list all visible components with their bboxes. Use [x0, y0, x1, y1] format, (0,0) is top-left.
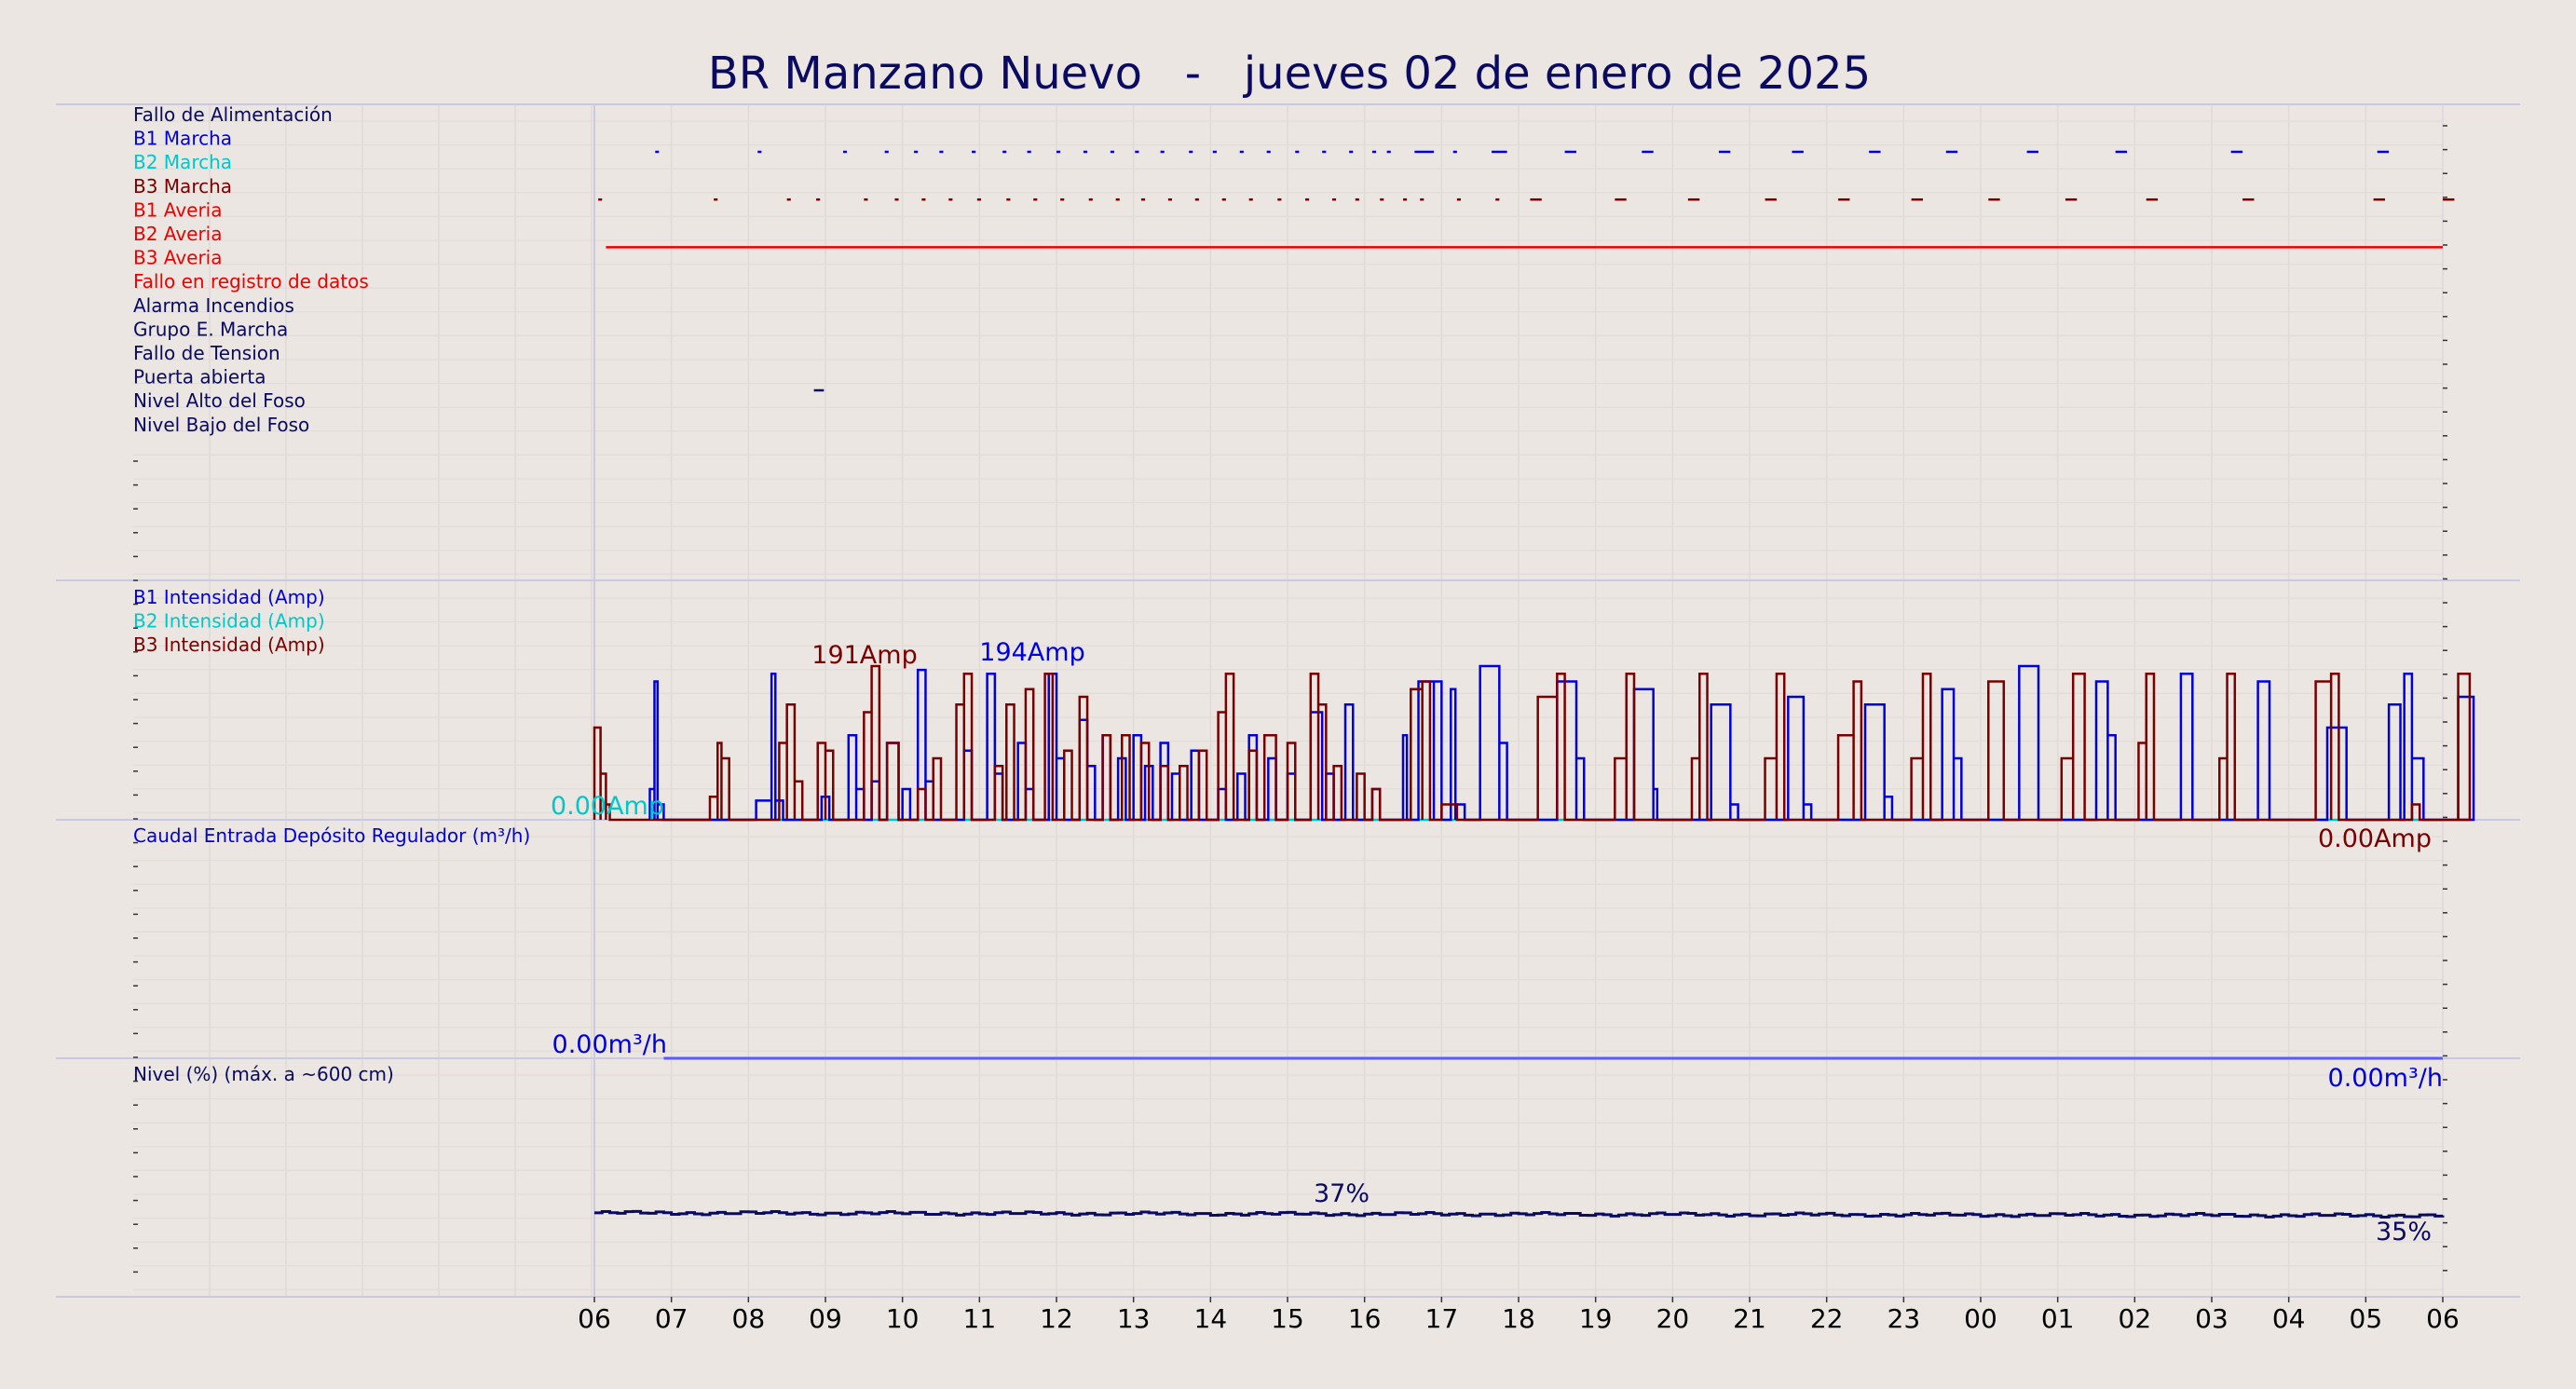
level-series-label: Nivel (%) (máx. a ~600 cm) — [133, 1063, 394, 1085]
b2-start-annotation: 0.00Amp — [551, 792, 664, 821]
signal-label: B2 Averia — [133, 223, 223, 245]
x-tick-label: 16 — [1348, 1303, 1382, 1334]
current-series-line — [593, 664, 2472, 822]
x-tick-label: 13 — [1117, 1303, 1151, 1334]
x-tick-label: 07 — [655, 1303, 688, 1334]
x-tick-label: 04 — [2272, 1303, 2306, 1334]
signal-label: Fallo en registro de datos — [133, 270, 369, 293]
current-series-label: B1 Intensidad (Amp) — [133, 586, 325, 608]
x-tick-label: 09 — [809, 1303, 842, 1334]
level-max-annotation: 37% — [1314, 1179, 1370, 1208]
signal-label: B3 Averia — [133, 247, 223, 269]
signal-label: Puerta abierta — [133, 366, 266, 388]
b1-max-annotation: 194Amp — [979, 638, 1084, 667]
signal-label: B2 Marcha — [133, 151, 232, 173]
x-tick-label: 20 — [1656, 1303, 1690, 1334]
chart-title: BR Manzano Nuevo - jueves 02 de enero de… — [708, 48, 1871, 100]
b3-end-annotation: 0.00Amp — [2318, 824, 2432, 853]
flow-end-annotation: 0.00m³/h — [2328, 1064, 2443, 1093]
x-tick-label: 08 — [732, 1303, 766, 1334]
signal-label: Fallo de Tension — [133, 342, 280, 364]
x-tick-label: 02 — [2119, 1303, 2152, 1334]
x-tick-label: 05 — [2350, 1303, 2383, 1334]
x-tick-label: 00 — [1964, 1303, 1997, 1334]
x-tick-label: 21 — [1733, 1303, 1766, 1334]
x-tick-label: 23 — [1888, 1303, 1921, 1334]
signal-events — [598, 150, 2455, 392]
flow-series-label: Caudal Entrada Depósito Regulador (m³/h) — [133, 824, 530, 847]
signal-label: Fallo de Alimentación — [133, 103, 333, 126]
signal-label: Alarma Incendios — [133, 294, 294, 317]
signal-label: B1 Marcha — [133, 128, 232, 150]
current-series-label: B3 Intensidad (Amp) — [133, 633, 325, 656]
current-series-label: B2 Intensidad (Amp) — [133, 610, 325, 633]
x-tick-label: 14 — [1194, 1303, 1228, 1334]
x-tick-label: 01 — [2041, 1303, 2075, 1334]
x-axis: 06 07 08 09 10 11 12 13 14 15 16 17 18 19 20 21 22 23 00 01… — [578, 1297, 2460, 1334]
level-end-annotation: 35% — [2376, 1218, 2432, 1246]
x-tick-label: 06 — [578, 1303, 611, 1334]
x-tick-label: 06 — [2426, 1303, 2460, 1334]
current-labels: B1 Intensidad (Amp)B2 Intensidad (Amp)B3… — [133, 586, 325, 656]
current-series — [593, 664, 2475, 822]
signal-label: Nivel Bajo del Foso — [133, 414, 309, 436]
grid-layer — [133, 104, 2444, 1297]
x-tick-label: 19 — [1579, 1303, 1613, 1334]
level-series-line — [594, 1209, 2445, 1219]
x-tick-label: 10 — [886, 1303, 920, 1334]
x-tick-label: 03 — [2195, 1303, 2228, 1334]
signal-label: Nivel Alto del Foso — [133, 389, 306, 412]
signal-label: B1 Averia — [133, 198, 223, 221]
b3-max-annotation: 191Amp — [811, 641, 917, 670]
x-tick-label: 22 — [1810, 1303, 1844, 1334]
x-tick-label: 12 — [1040, 1303, 1073, 1334]
signal-label: Grupo E. Marcha — [133, 318, 288, 340]
signal-label: B3 Marcha — [133, 175, 232, 197]
flow-layer: Caudal Entrada Depósito Regulador (m³/h) — [133, 824, 2443, 1060]
x-tick-label: 17 — [1425, 1303, 1459, 1334]
x-tick-label: 11 — [963, 1303, 997, 1334]
level-layer: Nivel (%) (máx. a ~600 cm) — [133, 1063, 2445, 1219]
x-tick-label: 15 — [1271, 1303, 1304, 1334]
x-tick-label: 18 — [1502, 1303, 1535, 1334]
flow-start-annotation: 0.00m³/h — [552, 1030, 667, 1059]
